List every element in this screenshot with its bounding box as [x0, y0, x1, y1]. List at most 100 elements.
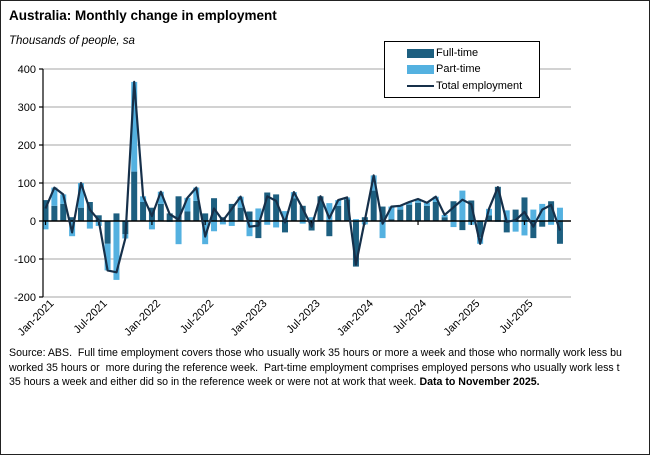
full-time-bar — [42, 200, 49, 221]
svg-text:Jan-2023: Jan-2023 — [229, 298, 270, 339]
full-time-bar — [60, 203, 67, 221]
legend-item-total: Total employment — [407, 80, 539, 92]
part-time-bar — [228, 221, 235, 226]
part-time-bar — [335, 200, 342, 206]
chart-title: Australia: Monthly change in employment — [9, 8, 277, 23]
svg-text:Jul-2024: Jul-2024 — [391, 298, 429, 336]
total-employment-line — [44, 80, 562, 274]
part-time-bar — [406, 202, 413, 205]
svg-text:-100: -100 — [14, 254, 36, 266]
full-time-bar — [273, 194, 280, 221]
full-time-bar — [379, 206, 386, 221]
full-time-bar — [441, 217, 448, 221]
full-time-bar — [494, 186, 501, 221]
part-time-bar — [308, 217, 315, 221]
part-time-bar — [379, 221, 386, 239]
full-time-bar — [388, 219, 395, 221]
part-time-bar — [441, 214, 448, 218]
svg-text:100: 100 — [18, 178, 36, 190]
part-time-bar — [86, 221, 93, 229]
full-time-bar — [468, 200, 475, 221]
part-time-bar — [326, 203, 333, 221]
part-time-bar — [184, 197, 191, 212]
svg-text:Jul-2025: Jul-2025 — [497, 298, 535, 336]
chart-subtitle: Thousands of people, sa — [9, 35, 135, 47]
legend-label-part-time: Part-time — [436, 63, 481, 76]
full-time-bar — [432, 202, 439, 221]
full-time-bar — [335, 205, 342, 221]
full-time-bar — [140, 202, 147, 221]
part-time-bar — [42, 221, 49, 230]
source-line-2: worked 35 hours or more during the refer… — [9, 361, 620, 374]
full-time-bar — [317, 196, 324, 221]
source-note: Source: ABS. Full time employment covers… — [9, 346, 649, 390]
full-time-bar — [237, 207, 244, 221]
full-time-bar — [352, 221, 359, 267]
full-time-bar — [406, 204, 413, 221]
full-time-bar — [503, 221, 510, 233]
legend-label-full-time: Full-time — [436, 47, 479, 60]
svg-text:Jul-2021: Jul-2021 — [71, 298, 109, 336]
full-time-bar — [166, 213, 173, 221]
part-time-bar — [548, 221, 555, 225]
part-time-bar — [51, 187, 58, 206]
part-time-bar — [148, 221, 155, 230]
full-time-bar — [530, 221, 537, 239]
part-time-bar — [423, 202, 430, 206]
full-time-bar — [486, 215, 492, 221]
full-time-bar — [539, 221, 546, 227]
x-tick-labels: Jan-2021 Jul-2021 Jan-2022 Jul-2022 Jan-2023… — [16, 298, 536, 339]
legend-item-part-time: Part-time — [407, 63, 539, 75]
full-time-bar — [548, 201, 555, 221]
full-time-bar — [113, 213, 120, 221]
full-time-bar — [51, 205, 58, 221]
svg-text:Jul-2023: Jul-2023 — [284, 298, 322, 336]
part-time-bar — [530, 209, 537, 221]
svg-text:200: 200 — [18, 140, 36, 152]
svg-text:Jan-2025: Jan-2025 — [441, 298, 482, 339]
full-time-bar — [175, 196, 182, 221]
gridlines — [43, 68, 571, 298]
full-time-bar — [326, 221, 333, 237]
full-time-bar — [104, 221, 111, 244]
full-time-bar — [459, 221, 466, 231]
full-time-bar — [450, 201, 457, 221]
total-employment-swatch — [407, 84, 434, 88]
part-time-bar — [104, 243, 111, 271]
part-time-bar — [281, 211, 288, 221]
full-time-bar — [228, 203, 235, 221]
full-time-swatch — [407, 48, 434, 58]
part-time-bar — [432, 196, 439, 202]
part-time-bar — [140, 196, 147, 202]
full-time-bar — [131, 171, 138, 221]
part-time-bar — [397, 205, 404, 210]
legend: Full-time Part-time Total employment — [384, 41, 540, 98]
full-time-bar — [344, 199, 351, 221]
svg-text:Jan-2022: Jan-2022 — [122, 298, 163, 339]
full-time-bar — [264, 192, 271, 221]
full-time-bar — [193, 200, 200, 221]
source-line-3: 35 hours a week and either did so in the… — [9, 376, 540, 388]
part-time-bar — [521, 221, 528, 236]
svg-text:-200: -200 — [14, 292, 36, 304]
full-time-bar — [69, 217, 76, 221]
part-time-bar — [388, 206, 395, 220]
part-time-bar — [193, 187, 200, 201]
full-time-bar — [202, 213, 209, 221]
full-time-bar — [86, 202, 93, 221]
full-time-bar — [370, 190, 377, 221]
part-time-bar — [450, 221, 457, 228]
full-time-bar — [290, 198, 297, 221]
part-time-bar — [246, 221, 253, 237]
part-time-bar — [370, 175, 377, 191]
part-time-bar — [556, 207, 563, 221]
full-time-bar — [184, 211, 191, 221]
full-time-bar — [299, 205, 306, 221]
part-time-bar — [219, 221, 226, 225]
full-time-bar — [477, 221, 484, 237]
full-time-bar — [521, 197, 528, 221]
part-time-bars — [42, 81, 563, 280]
full-time-bar — [423, 205, 430, 221]
part-time-bar — [175, 221, 182, 245]
